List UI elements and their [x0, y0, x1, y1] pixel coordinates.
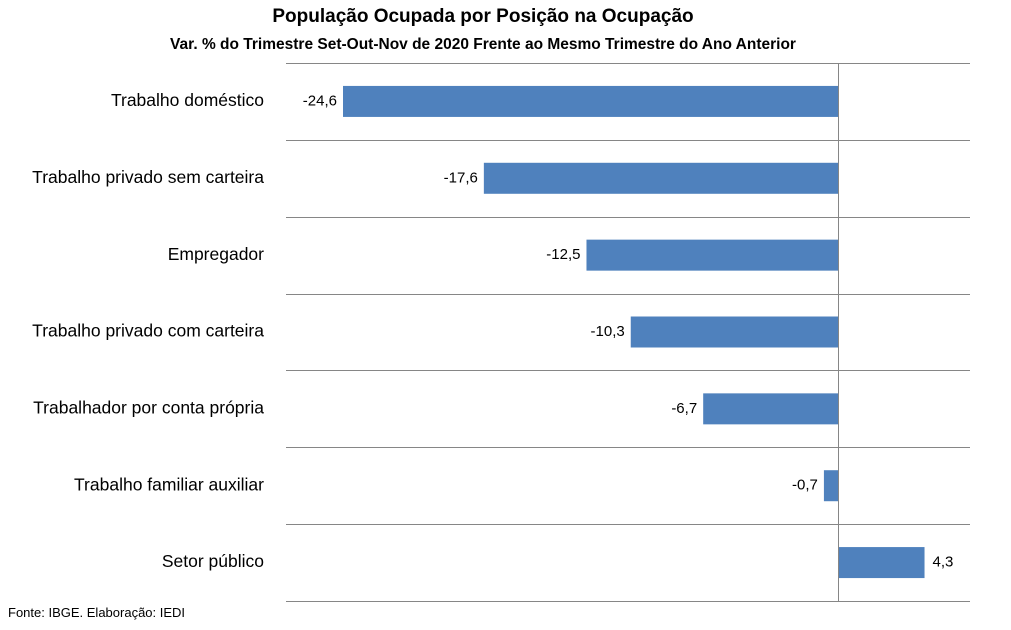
category-label: Trabalho doméstico — [111, 90, 264, 110]
bar — [630, 316, 838, 348]
bar — [343, 85, 838, 117]
category-label: Trabalho privado sem carteira — [32, 167, 264, 187]
source-note: Fonte: IBGE. Elaboração: IEDI — [8, 605, 186, 620]
chart-title: População Ocupada por Posição na Ocupaçã… — [272, 6, 694, 27]
data-label: -0,7 — [792, 477, 818, 494]
category-label: Trabalhador por conta própria — [33, 397, 264, 417]
bar — [838, 547, 925, 579]
data-label: 4,3 — [933, 554, 954, 571]
data-label: -24,6 — [303, 92, 337, 109]
bar — [703, 393, 838, 425]
bar — [483, 162, 838, 194]
chart-subtitle: Var. % do Trimestre Set-Out-Nov de 2020 … — [170, 36, 796, 53]
data-label: -10,3 — [591, 323, 625, 340]
category-label: Empregador — [168, 244, 264, 264]
category-label: Trabalho familiar auxiliar — [74, 474, 264, 494]
category-label: Trabalho privado com carteira — [32, 321, 264, 341]
bar — [823, 470, 838, 502]
data-label: -12,5 — [546, 246, 580, 263]
data-label: -17,6 — [444, 169, 478, 186]
category-label: Setor público — [162, 551, 264, 571]
data-label: -6,7 — [671, 400, 697, 417]
bar — [586, 239, 838, 271]
